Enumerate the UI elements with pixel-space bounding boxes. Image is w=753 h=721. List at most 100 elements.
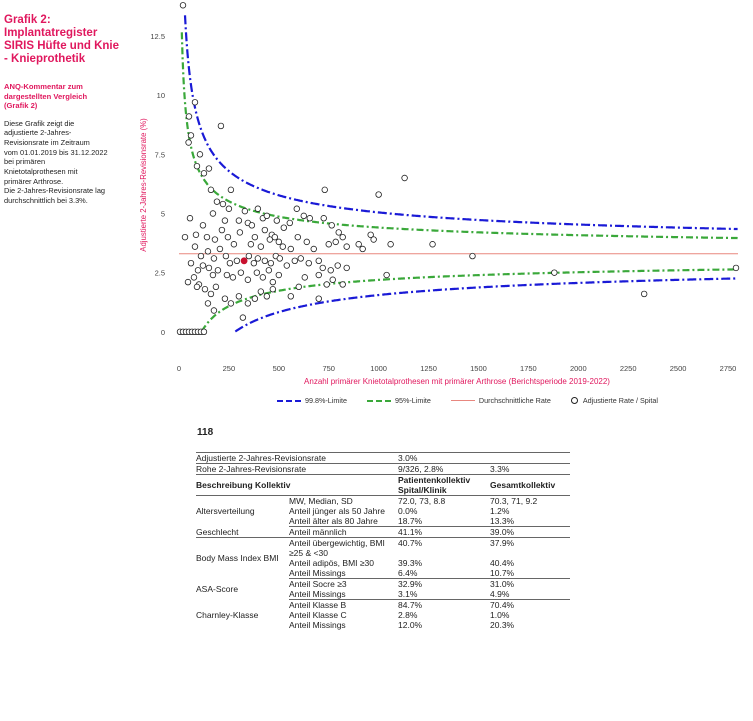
hospital-point <box>235 217 243 224</box>
hospital-point <box>194 267 202 274</box>
hospital-point <box>196 151 204 158</box>
hospital-point <box>269 278 277 286</box>
sidebar-description: Diese Grafik zeigt die adjustierte 2-Jah… <box>4 118 108 206</box>
hospital-point <box>191 99 199 106</box>
circle-icon <box>570 397 578 404</box>
hospital-point <box>551 269 558 276</box>
hospital-point <box>221 217 229 224</box>
hospital-point <box>214 267 222 274</box>
table-row: Anteil Missings 3.1% 4.9% <box>196 589 570 600</box>
hospital-point <box>469 252 476 260</box>
hospital-point <box>224 233 232 241</box>
hospital-point <box>227 300 235 307</box>
hospital-point <box>190 274 198 281</box>
group-name: Charnley-Klasse <box>196 609 259 620</box>
hospital-point <box>327 267 334 274</box>
hospital-point <box>261 257 269 265</box>
hospital-point <box>286 219 294 227</box>
hospital-point <box>237 269 245 276</box>
hospital-point <box>230 241 238 248</box>
hospital-point <box>329 276 336 283</box>
header-patients: Patientenkollektiv Spital/Klinik <box>398 474 490 496</box>
sidebar-subtitle: ANQ-Kommentar zum dargestellten Vergleic… <box>4 82 88 110</box>
legend-item-average: Durchschnittliche Rate <box>450 396 551 405</box>
stats-table: Adjustierte 2-Jahres-Revisionsrate 3.0% … <box>196 452 570 630</box>
hospital-point <box>207 290 215 298</box>
legend-item-points: Adjustierte Rate / Spital <box>570 396 658 405</box>
hospital-point <box>200 170 208 177</box>
hospital-point <box>236 229 244 236</box>
hospital-point <box>283 262 291 269</box>
hospital-point <box>335 229 342 236</box>
hospital-point <box>370 236 377 243</box>
hospital-point <box>205 264 213 272</box>
hospital-point <box>280 224 288 231</box>
hospital-point <box>233 257 241 265</box>
hospital-point <box>279 243 287 250</box>
hospital-point <box>193 162 201 170</box>
hospital-point <box>187 259 195 267</box>
limit-95-upper <box>180 32 738 240</box>
y-tick-label: 7.5 <box>155 150 165 159</box>
table-row: Adjustierte 2-Jahres-Revisionsrate 3.0% <box>196 452 570 464</box>
hospital-point <box>287 293 294 300</box>
hospital-point <box>640 290 648 298</box>
adj-rate-value: 3.0% <box>398 452 490 464</box>
hospital-point <box>223 271 231 279</box>
hospital-point <box>244 276 252 283</box>
sidebar-commentary: Grafik 2: Implantatregister SIRIS Hüfte … <box>4 14 129 206</box>
table-row: Anteil Missings 6.4% 10.7% <box>196 568 570 579</box>
hospital-point <box>321 186 328 194</box>
hospital-point <box>192 231 200 238</box>
hospital-point <box>239 314 247 321</box>
hospital-point <box>320 215 327 222</box>
raw-rate-total: 3.3% <box>490 463 570 475</box>
hospital-point <box>204 300 212 307</box>
hospital-point <box>221 295 229 302</box>
hospital-point <box>216 245 224 253</box>
raw-rate-value: 9/326, 2.8% <box>398 463 490 475</box>
x-tick-label: 2250 <box>620 364 637 373</box>
hospital-point <box>276 255 284 262</box>
hospital-point <box>193 283 201 291</box>
hospital-point <box>225 205 233 212</box>
group-name: Altersverteilung <box>196 506 255 517</box>
hospital-point <box>254 205 262 212</box>
hospital-point <box>212 283 220 291</box>
hospital-point <box>275 271 283 279</box>
hospital-point <box>300 212 307 220</box>
y-tick-label: 12.5 <box>150 32 165 41</box>
hospital-point <box>205 165 213 172</box>
hospital-point <box>343 264 350 272</box>
x-tick-label: 250 <box>223 364 236 373</box>
table-header-row: Beschreibung Kollektiv Patientenkollekti… <box>196 474 570 496</box>
hospital-point <box>200 328 208 336</box>
hospital-point <box>383 271 390 279</box>
hospital-point <box>210 307 218 314</box>
hospital-point <box>211 236 219 243</box>
hospital-point <box>209 210 217 217</box>
y-tick-label: 0 <box>161 328 165 337</box>
hospital-point <box>179 2 187 9</box>
x-tick-label: 1000 <box>370 364 387 373</box>
header-desc: Beschreibung Kollektiv <box>196 474 398 496</box>
x-axis-label: Anzahl primärer Knietotalprothesen mit p… <box>304 377 610 386</box>
hospital-point <box>295 283 302 291</box>
hospital-point <box>191 243 199 250</box>
hospital-point <box>301 274 308 281</box>
hospital-point <box>367 231 374 238</box>
hospital-point <box>209 271 217 279</box>
hospital-point <box>250 259 258 267</box>
hospital-point <box>339 233 346 241</box>
hospital-point <box>257 288 265 295</box>
header-total: Gesamtkollektiv <box>490 474 570 496</box>
hospital-point <box>244 300 252 307</box>
legend-swatch-998 <box>277 399 301 402</box>
hospital-point <box>359 245 366 253</box>
x-tick-label: 1250 <box>420 364 437 373</box>
raw-rate-label: Rohe 2-Jahres-Revisionsrate <box>196 463 398 475</box>
hospital-point <box>184 278 192 286</box>
hospital-point <box>334 262 341 269</box>
hospital-point <box>203 233 211 241</box>
legend-swatch-average <box>450 400 475 401</box>
